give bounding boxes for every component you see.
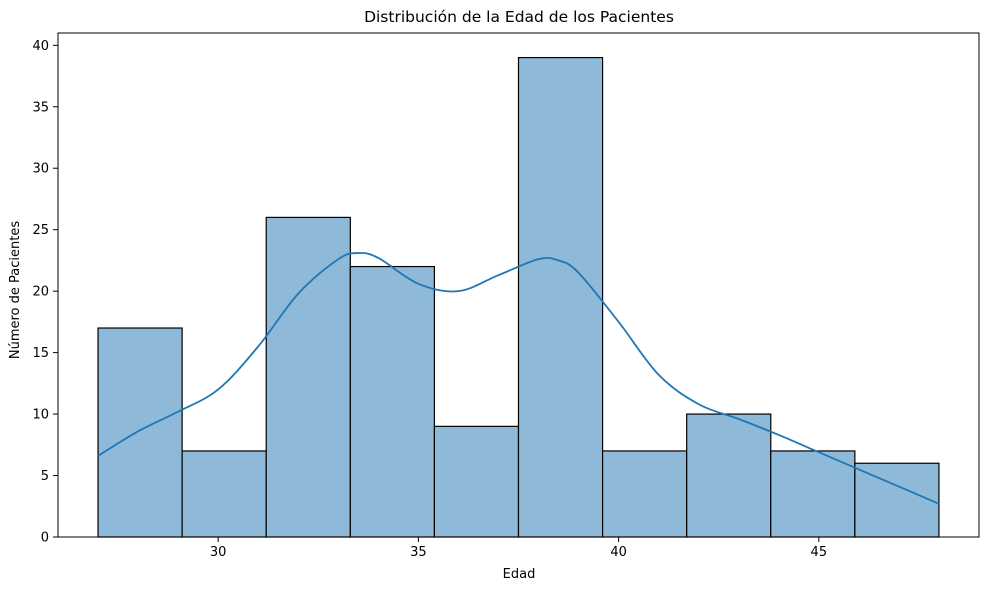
y-tick-label: 35 — [32, 100, 49, 115]
y-axis-ticks: 0 5 10 15 20 25 30 35 40 — [32, 39, 58, 546]
x-axis-ticks: 30 35 40 45 — [210, 537, 827, 560]
y-tick-label: 20 — [32, 285, 49, 300]
y-tick-label: 5 — [41, 469, 49, 484]
y-tick-label: 10 — [32, 408, 49, 423]
histogram-bar-6 — [601, 450, 688, 538]
histogram-bar-8 — [770, 450, 856, 538]
histogram-bar-0 — [97, 327, 183, 538]
y-tick-label: 25 — [32, 223, 49, 238]
y-axis-label: Número de Pacientes — [8, 221, 23, 359]
plot-frame — [57, 32, 980, 538]
kde-line — [97, 252, 940, 505]
x-tick-label: 30 — [210, 545, 227, 560]
chart-title: Distribución de la Edad de los Pacientes — [364, 8, 674, 26]
y-tick-label: 30 — [32, 162, 49, 177]
x-tick-label: 40 — [610, 545, 627, 560]
histogram-bar-2 — [265, 216, 351, 538]
histogram-bar-3 — [349, 265, 436, 538]
x-axis-label: Edad — [503, 567, 536, 582]
bars-group — [97, 56, 940, 538]
histogram-bar-1 — [181, 450, 267, 538]
y-tick-label: 0 — [41, 531, 49, 546]
x-tick-label: 45 — [811, 545, 828, 560]
y-tick-label: 15 — [32, 346, 49, 361]
histogram-bar-7 — [686, 413, 772, 538]
histogram-bar-9 — [854, 462, 940, 538]
histogram-bar-5 — [517, 56, 604, 538]
histogram-bar-4 — [433, 425, 520, 538]
x-tick-label: 35 — [410, 545, 427, 560]
y-tick-label: 40 — [32, 39, 49, 54]
